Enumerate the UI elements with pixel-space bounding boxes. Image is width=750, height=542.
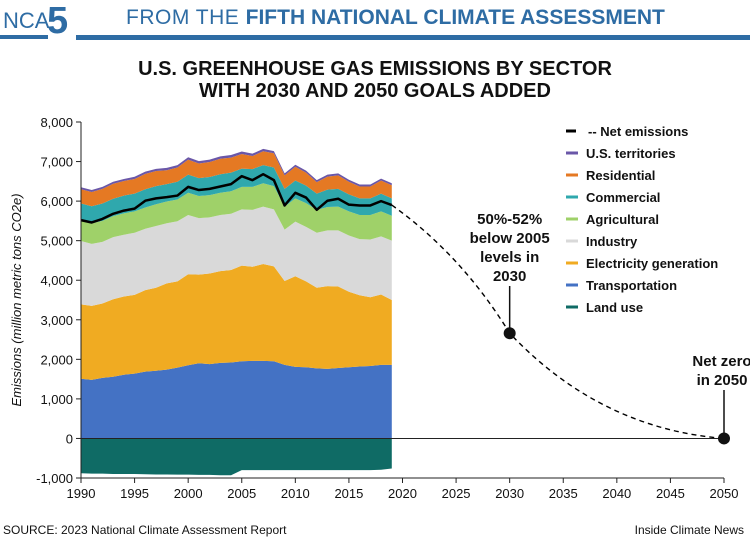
chart-title-line2: WITH 2030 AND 2050 GOALS ADDED <box>199 80 551 102</box>
marker-2030 <box>503 327 516 340</box>
y-tick-label: -1,000 <box>36 471 73 486</box>
y-tick-label: 0 <box>66 431 73 446</box>
legend-label: Industry <box>586 234 638 249</box>
area-residential <box>81 151 392 207</box>
chart-title: U.S. GREENHOUSE GAS EMISSIONS BY SECTOR … <box>0 58 750 102</box>
x-tick-label: 2030 <box>495 486 524 501</box>
nca-logo-text: NCA <box>3 8 50 33</box>
net-emissions-line <box>80 172 393 224</box>
annotation-2050-text: in 2050 <box>697 372 748 389</box>
area-industry <box>81 206 392 306</box>
x-tick-label: 2025 <box>442 486 471 501</box>
area-agricultural <box>81 183 392 244</box>
x-tick-label: 1995 <box>120 486 149 501</box>
y-tick-label: 1,000 <box>40 392 73 407</box>
x-tick-label: 2000 <box>174 486 203 501</box>
annotation-2050-text: Net zero <box>692 353 750 370</box>
y-tick-label: 6,000 <box>40 194 73 209</box>
logo-underline <box>0 35 48 39</box>
y-tick-label: 5,000 <box>40 234 73 249</box>
annotations: 50%-52% below 2005 levels in 2030 Net zero in… <box>470 211 750 445</box>
header-band <box>76 35 750 40</box>
credit-note: Inside Climate News <box>634 523 744 537</box>
legend: -- Net emissions U.S. territories Resident… <box>566 124 718 315</box>
legend-label: Electricity generation <box>586 256 718 271</box>
banner-prefix: FROM THE <box>126 6 246 29</box>
y-tick-label: 3,000 <box>40 313 73 328</box>
x-tick-label: 1990 <box>67 486 96 501</box>
y-tick-label: 8,000 <box>40 115 73 130</box>
source-note: SOURCE: 2023 National Climate Assessment… <box>3 523 287 537</box>
area-commercial <box>81 165 392 224</box>
sector-areas <box>81 148 392 476</box>
x-tick-label: 2035 <box>549 486 578 501</box>
y-tick-label: 2,000 <box>40 352 73 367</box>
legend-label: Agricultural <box>586 212 659 227</box>
header-banner: NCA 5 FROM THE FIFTH NATIONAL CLIMATE AS… <box>0 0 750 44</box>
nca-logo-number: 5 <box>47 0 69 42</box>
x-tick-label: 2005 <box>227 486 256 501</box>
x-tick-label: 2015 <box>334 486 363 501</box>
legend-label: Residential <box>586 168 655 183</box>
legend-label: Land use <box>586 300 643 315</box>
projection-line <box>391 204 725 440</box>
area-land-use <box>81 438 392 476</box>
chart-axes: -1,000 0 1,000 2,000 3,000 4,000 5,000 6,000 7,0… <box>36 115 738 501</box>
y-tick-label: 7,000 <box>40 155 73 170</box>
area-transportation <box>81 360 392 439</box>
annotation-2030-text: 50%-52% <box>477 211 542 228</box>
banner-title: FROM THE FIFTH NATIONAL CLIMATE ASSESSME… <box>126 6 665 30</box>
annotation-2030-text: 2030 <box>493 268 526 285</box>
banner-bold: FIFTH NATIONAL CLIMATE ASSESSMENT <box>245 6 665 29</box>
y-axis-label: Emissions (million metric tons CO2e) <box>9 193 24 406</box>
x-tick-label: 2010 <box>281 486 310 501</box>
legend-label: -- Net emissions <box>588 124 688 139</box>
chart-title-line1: U.S. GREENHOUSE GAS EMISSIONS BY SECTOR <box>138 58 612 80</box>
legend-label: U.S. territories <box>586 146 676 161</box>
x-tick-label: 2020 <box>388 486 417 501</box>
legend-label: Commercial <box>586 190 660 205</box>
y-tick-label: 4,000 <box>40 273 73 288</box>
annotation-2030-text: below 2005 <box>470 230 550 247</box>
x-tick-label: 2040 <box>602 486 631 501</box>
legend-label: Transportation <box>586 278 677 293</box>
marker-2050 <box>718 432 730 445</box>
annotation-2030-text: levels in <box>480 249 539 266</box>
x-tick-label: 2045 <box>656 486 685 501</box>
x-tick-label: 2050 <box>710 486 739 501</box>
area-electricity-generation <box>81 264 392 380</box>
